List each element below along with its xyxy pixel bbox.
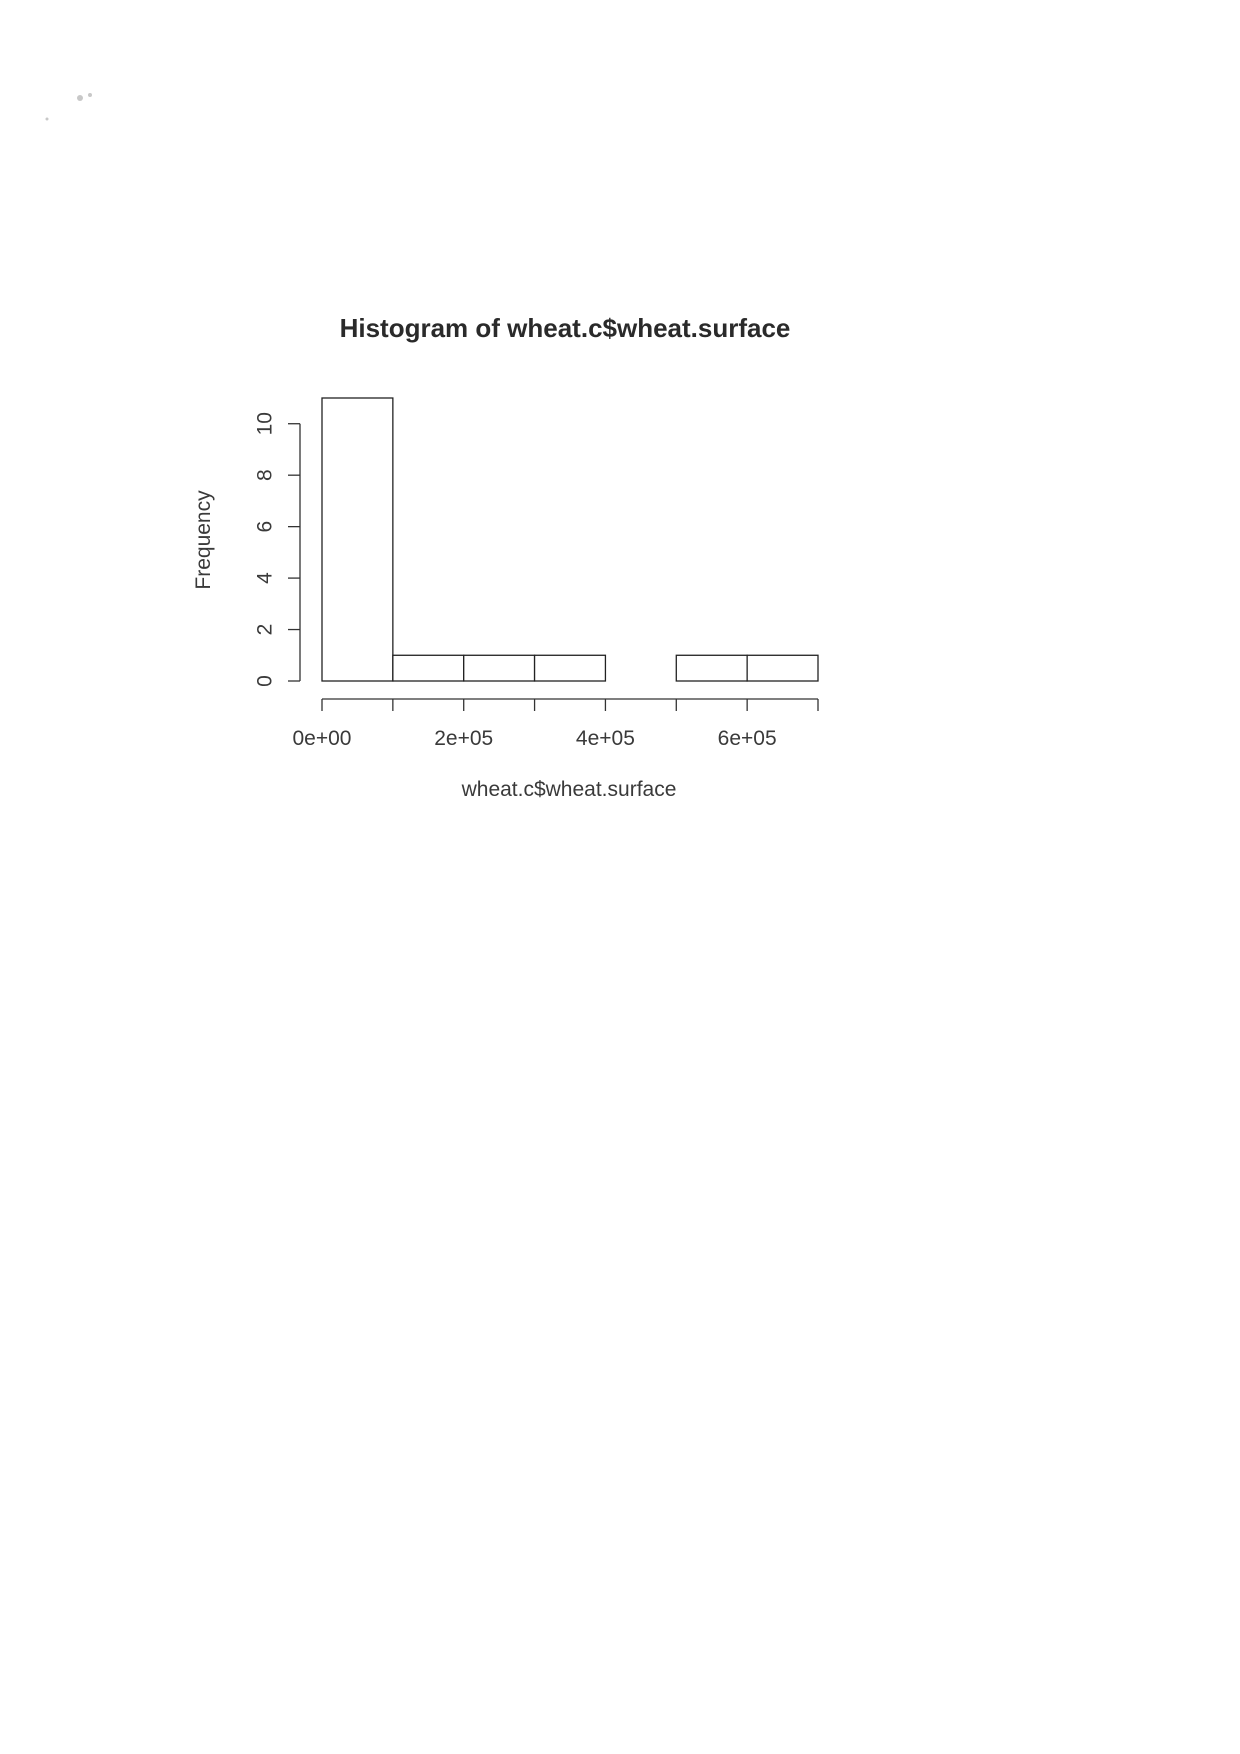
histogram-bar [746,654,819,682]
x-tick-label: 0e+00 [293,727,352,750]
chart-title: Histogram of wheat.c$wheat.surface [340,313,791,343]
y-tick-label: 10 [254,412,277,435]
x-axis-label: wheat.c$wheat.surface [461,778,677,801]
y-tick-label: 4 [254,572,277,584]
y-tick-label: 8 [254,469,277,481]
y-tick-label: 2 [254,624,277,636]
y-tick-label: 0 [254,675,277,687]
scan-speck [45,117,49,121]
histogram-bar [321,397,394,682]
y-axis-label: Frequency [192,490,215,590]
histogram-bar [533,654,607,682]
scan-speck [77,95,83,101]
y-axis: 0 2 4 6 8 10 [254,412,301,687]
x-tick-label: 2e+05 [434,727,493,750]
histogram-bars [321,397,819,682]
histogram-bar [675,654,748,682]
x-tick-label: 6e+05 [718,727,777,750]
histogram-bar [392,654,465,682]
scan-speck [88,93,92,97]
x-tick-label: 4e+05 [576,727,635,750]
x-axis: 0e+00 2e+05 4e+05 6e+05 [293,698,819,750]
histogram-bar [463,654,536,682]
y-tick-label: 6 [254,521,277,533]
